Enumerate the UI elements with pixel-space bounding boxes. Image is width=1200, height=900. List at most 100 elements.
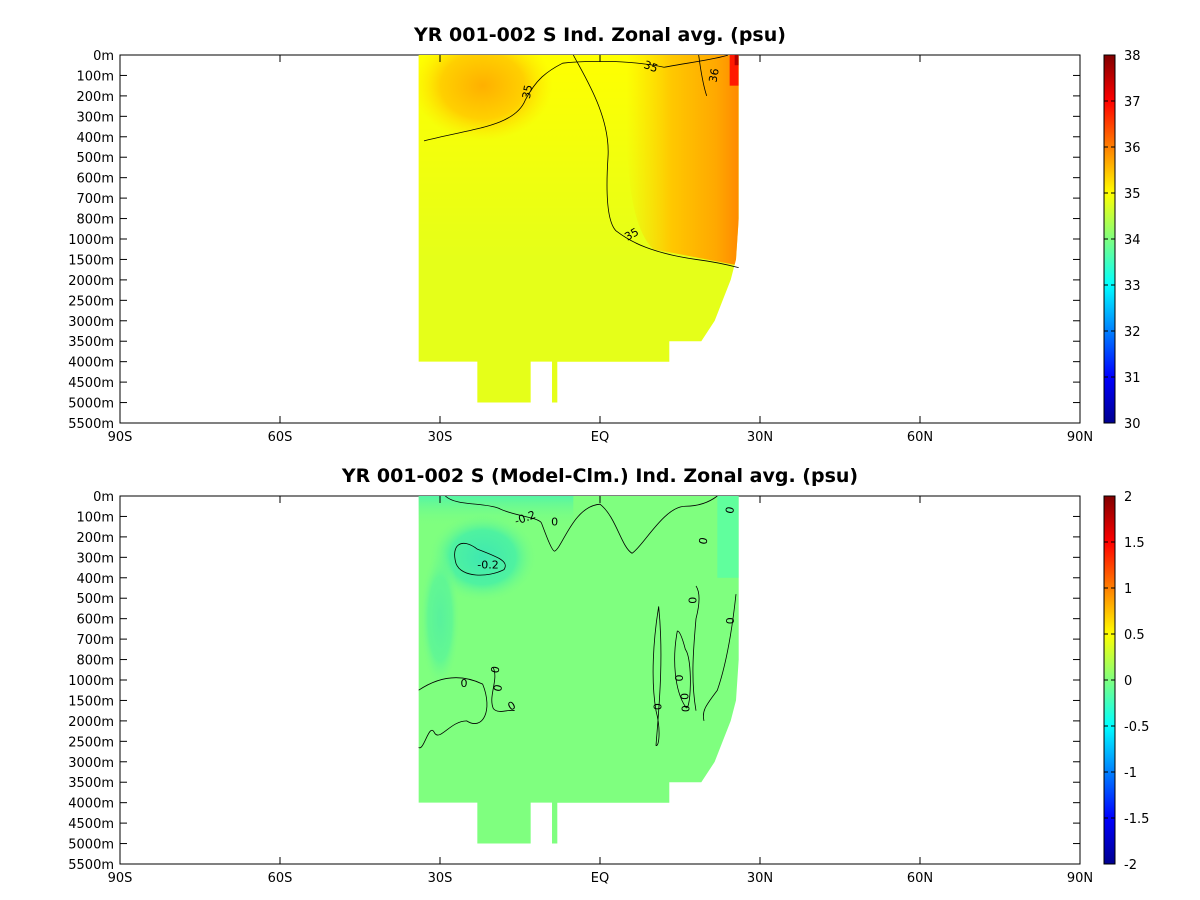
colorbar-tick-label: 32 <box>1124 325 1141 340</box>
y-tick-label: 5500m <box>68 858 114 873</box>
colorbar-tick-label: 36 <box>1124 141 1141 156</box>
x-tick-label: 90N <box>1067 871 1093 886</box>
x-tick-label: 60N <box>907 430 933 445</box>
contour-label: 35 <box>520 84 535 100</box>
colorbar-tick-label: 30 <box>1124 417 1141 432</box>
y-tick-label: 0m <box>93 490 114 505</box>
x-tick-label: 30S <box>428 430 453 445</box>
contour-label: 0 <box>724 617 737 624</box>
x-tick-label: 60S <box>268 430 293 445</box>
contour-line <box>692 585 700 711</box>
contour-label: -0.2 <box>477 559 498 572</box>
contour-label: 0 <box>461 677 468 690</box>
salinity-south-core <box>418 55 553 141</box>
y-tick-label: 4000m <box>68 797 114 812</box>
contour-line <box>652 606 662 746</box>
contour-label: 0 <box>678 693 691 700</box>
contour-label: 0 <box>491 684 505 693</box>
x-tick-label: 30S <box>428 871 453 886</box>
salinity-contours: 35 35 36 35 <box>423 54 739 269</box>
panel1-x-axis: 90S 60S 30S EQ 30N 60N 90N <box>108 55 1093 445</box>
contour-label: 36 <box>707 67 722 83</box>
y-tick-label: 800m <box>77 213 114 228</box>
y-tick-label: 3000m <box>68 756 114 771</box>
contour-line <box>491 667 515 712</box>
contour-label: 0 <box>488 665 502 674</box>
y-tick-label: 4000m <box>68 356 114 371</box>
contour-label: 0 <box>652 703 665 710</box>
difference-field <box>418 496 739 844</box>
contour-35-a <box>423 54 729 142</box>
y-tick-label: 5000m <box>68 838 114 853</box>
colorbar-tick-label: -1 <box>1124 766 1137 781</box>
colorbar-tick-label: 33 <box>1124 279 1141 294</box>
y-tick-label: 3500m <box>68 335 114 350</box>
x-tick-label: 90S <box>108 871 133 886</box>
panel1-y-axis: 0m 100m 200m 300m 400m 500m 600m 700m 800m 1000m 1… <box>68 49 1080 432</box>
x-tick-label: 90S <box>108 430 133 445</box>
panel1-title: YR 001-002 S Ind. Zonal avg. (psu) <box>413 24 786 46</box>
colorbar-tick-label: 0.5 <box>1124 628 1145 643</box>
contour-label: 0 <box>686 597 699 604</box>
contour-label: 35 <box>622 225 641 243</box>
contour-35-b <box>572 54 739 269</box>
x-tick-label: 60S <box>268 871 293 886</box>
x-tick-label: 30N <box>747 430 773 445</box>
y-tick-label: 1000m <box>68 233 114 248</box>
y-tick-label: 2500m <box>68 735 114 750</box>
y-tick-label: 700m <box>77 192 114 207</box>
y-tick-label: 400m <box>77 572 114 587</box>
contour-label: 0 <box>673 674 686 681</box>
y-tick-label: 1500m <box>68 253 114 268</box>
contour-36 <box>698 54 708 97</box>
panel2-x-axis: 90S 60S 30S EQ 30N 60N 90N <box>108 496 1093 886</box>
y-tick-label: 300m <box>77 551 114 566</box>
colorbar-tick-label: 34 <box>1124 233 1141 248</box>
contour-line <box>445 495 542 523</box>
y-tick-label: 2000m <box>68 274 114 289</box>
y-tick-label: 500m <box>77 592 114 607</box>
y-tick-label: 800m <box>77 654 114 669</box>
x-tick-label: EQ <box>591 871 609 886</box>
colorbar-tick-label: 31 <box>1124 371 1141 386</box>
colorbar-tick-label: 0 <box>1124 674 1132 689</box>
y-tick-label: 400m <box>77 131 114 146</box>
y-tick-label: 0m <box>93 49 114 64</box>
colorbar-tick-label: -0.5 <box>1124 720 1149 735</box>
difference-north-column <box>717 496 739 578</box>
y-tick-label: 200m <box>77 531 114 546</box>
contour-label: 35 <box>642 58 660 75</box>
y-tick-label: 1000m <box>68 674 114 689</box>
panel2-y-axis: 0m 100m 200m 300m 400m 500m 600m 700m 800m 1000m 1… <box>68 490 1080 873</box>
x-tick-label: 60N <box>907 871 933 886</box>
y-tick-label: 100m <box>77 69 114 84</box>
y-tick-label: 2000m <box>68 715 114 730</box>
difference-panel: YR 001-002 S (Model-Clm.) Ind. Zonal avg… <box>68 465 1149 886</box>
difference-west-tongue <box>420 548 460 689</box>
y-tick-label: 100m <box>77 510 114 525</box>
y-tick-label: 600m <box>77 613 114 628</box>
y-tick-label: 1500m <box>68 694 114 709</box>
contour-line <box>702 594 737 721</box>
y-tick-label: 2500m <box>68 294 114 309</box>
y-tick-label: 700m <box>77 633 114 648</box>
contour-line <box>674 630 691 709</box>
contour-line <box>418 677 488 748</box>
y-tick-label: 5500m <box>68 417 114 432</box>
contour-label: 0 <box>679 705 692 712</box>
panel2-colorbar-ticks: 2 1.5 1 0.5 0 -0.5 -1 -1.5 -2 <box>1104 490 1149 873</box>
panel2-title: YR 001-002 S (Model-Clm.) Ind. Zonal avg… <box>341 465 858 487</box>
salinity-field <box>418 55 739 403</box>
panel1-colorbar-ticks: 38 37 36 35 34 33 32 31 30 <box>1104 49 1141 432</box>
colorbar-tick-label: 37 <box>1124 95 1141 110</box>
contour-label: 0 <box>696 536 710 545</box>
y-tick-label: 3000m <box>68 315 114 330</box>
colorbar-tick-label: 1.5 <box>1124 536 1145 551</box>
salinity-max-column <box>729 55 739 86</box>
colorbar-tick-label: -1.5 <box>1124 812 1149 827</box>
y-tick-label: 4500m <box>68 817 114 832</box>
contour-line <box>454 543 506 576</box>
salinity-max-core <box>734 55 739 66</box>
